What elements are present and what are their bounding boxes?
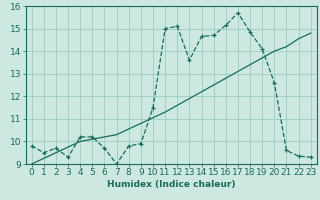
X-axis label: Humidex (Indice chaleur): Humidex (Indice chaleur) [107,180,236,189]
